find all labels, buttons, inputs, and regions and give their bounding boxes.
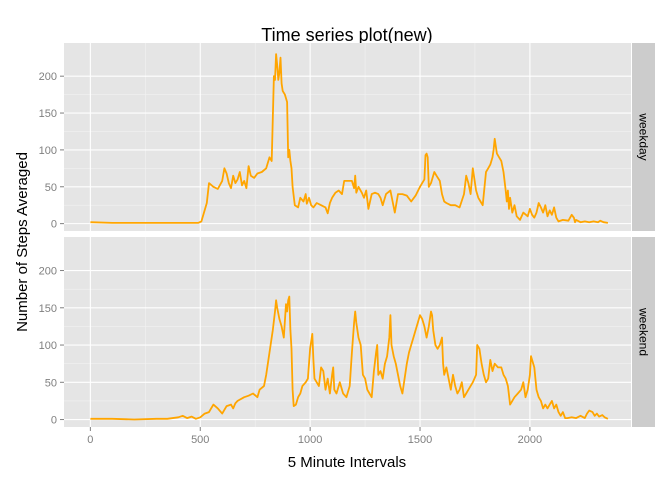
panel-weekend: 0 50 100 150 200 weekend — [39, 237, 655, 427]
chart-title: Time series plot(new) — [261, 25, 432, 45]
y-tick-label: 0 — [51, 415, 57, 427]
facet-strip-label: weekday — [637, 112, 651, 160]
facet-panels: 0 50 100 150 200 weekday 0 50 100 150 200 weekend — [39, 43, 655, 427]
x-tick-label: 1000 — [298, 434, 322, 446]
y-tick-label: 0 — [51, 219, 57, 231]
x-tick-label: 1500 — [408, 434, 432, 446]
x-axis-label: 5 Minute Intervals — [288, 454, 406, 471]
series-line-weekend — [90, 295, 609, 421]
x-tick-label: 500 — [191, 434, 209, 446]
facet-strip — [632, 237, 655, 427]
x-tick-label: 2000 — [518, 434, 542, 446]
y-tick-label: 150 — [39, 303, 57, 315]
y-tick-label: 100 — [39, 145, 57, 157]
y-axis-label: Number of Steps Averaged — [14, 152, 31, 332]
x-tick-label: 0 — [87, 434, 93, 446]
facet-strip — [632, 43, 655, 231]
y-tick-label: 50 — [45, 377, 57, 389]
panel-background — [64, 43, 631, 231]
y-tick-label: 200 — [39, 71, 57, 83]
y-tick-label: 150 — [39, 108, 57, 120]
y-tick-label: 100 — [39, 340, 57, 352]
y-tick-label: 200 — [39, 266, 57, 278]
facet-strip-label: weekend — [637, 307, 651, 356]
y-tick-label: 50 — [45, 182, 57, 194]
panel-weekday: 0 50 100 150 200 weekday — [39, 43, 655, 231]
series-line-weekday — [90, 53, 609, 224]
x-axis: 0 500 1000 1500 2000 — [87, 427, 542, 446]
panel-background — [64, 237, 631, 427]
